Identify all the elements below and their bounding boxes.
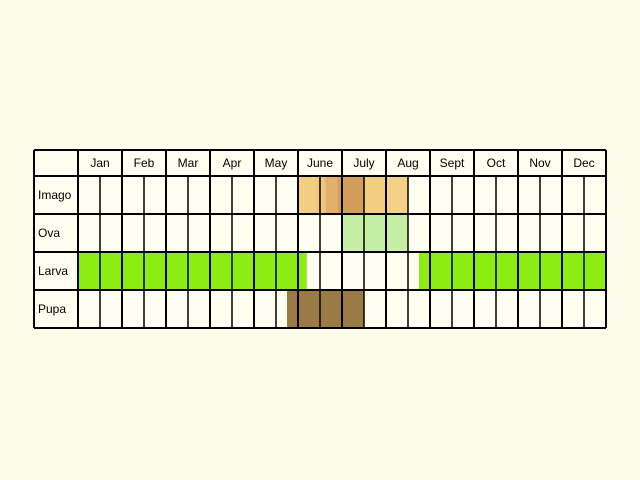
month-label: Jan	[90, 156, 109, 170]
month-label: Dec	[573, 156, 594, 170]
month-label: Feb	[134, 156, 155, 170]
month-label: Oct	[487, 156, 506, 170]
band-imago-4	[364, 176, 386, 214]
band-larva-1	[419, 252, 606, 290]
stage-label-ova: Ova	[38, 226, 60, 240]
band-larva-0	[78, 252, 307, 290]
band-imago-5	[386, 176, 408, 214]
month-label: July	[353, 156, 374, 170]
band-ova-0	[342, 214, 408, 252]
month-label: Nov	[529, 156, 550, 170]
band-imago-2	[325, 176, 338, 214]
band-imago-1	[316, 176, 326, 214]
month-label: Mar	[178, 156, 199, 170]
band-imago-0	[298, 176, 317, 214]
band-pupa-0	[287, 290, 364, 328]
month-label: Aug	[397, 156, 418, 170]
month-label: May	[265, 156, 288, 170]
stage-label-pupa: Pupa	[38, 302, 66, 316]
month-label: Apr	[223, 156, 242, 170]
month-label: Sept	[440, 156, 465, 170]
stage-label-larva: Larva	[38, 264, 68, 278]
stage-label-imago: Imago	[38, 188, 72, 202]
month-label: June	[307, 156, 333, 170]
